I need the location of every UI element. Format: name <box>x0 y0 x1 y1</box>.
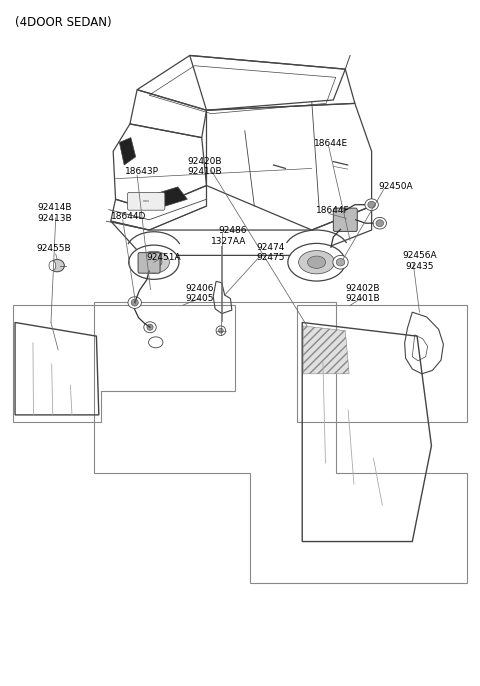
Ellipse shape <box>147 324 153 331</box>
FancyBboxPatch shape <box>333 208 357 231</box>
Text: 18644D: 18644D <box>111 212 146 221</box>
Polygon shape <box>120 138 136 165</box>
Text: 92486: 92486 <box>218 226 247 235</box>
Ellipse shape <box>373 217 386 229</box>
Text: 92455B: 92455B <box>36 244 71 253</box>
Polygon shape <box>149 187 187 208</box>
Ellipse shape <box>138 251 169 273</box>
Text: 92420B
92410B: 92420B 92410B <box>187 156 222 176</box>
Ellipse shape <box>333 255 348 269</box>
Text: 92456A
92435: 92456A 92435 <box>403 251 437 270</box>
Ellipse shape <box>216 326 226 335</box>
Text: 18643P: 18643P <box>125 167 159 176</box>
Text: 18644F: 18644F <box>316 206 349 215</box>
Ellipse shape <box>144 322 156 333</box>
Text: 92450A: 92450A <box>379 182 413 191</box>
Ellipse shape <box>288 244 345 281</box>
Ellipse shape <box>50 259 64 272</box>
Ellipse shape <box>218 329 223 333</box>
Text: eos: eos <box>143 200 150 203</box>
Text: 92402B
92401B: 92402B 92401B <box>345 284 380 303</box>
Ellipse shape <box>368 201 375 208</box>
Text: 92414B
92413B: 92414B 92413B <box>37 203 72 223</box>
Ellipse shape <box>129 245 179 279</box>
Ellipse shape <box>49 261 56 270</box>
FancyBboxPatch shape <box>128 192 165 210</box>
Text: 92406
92405: 92406 92405 <box>185 284 214 303</box>
FancyBboxPatch shape <box>138 252 160 273</box>
Polygon shape <box>303 326 349 374</box>
Ellipse shape <box>146 257 162 268</box>
Ellipse shape <box>308 256 325 268</box>
Text: (4DOOR SEDAN): (4DOOR SEDAN) <box>15 16 112 29</box>
Ellipse shape <box>365 199 378 211</box>
Text: 92474
92475: 92474 92475 <box>257 243 285 262</box>
Ellipse shape <box>299 250 335 274</box>
Ellipse shape <box>376 220 384 226</box>
Text: 1327AA: 1327AA <box>211 237 247 246</box>
Ellipse shape <box>128 297 142 309</box>
Text: 92451A: 92451A <box>147 253 181 262</box>
Ellipse shape <box>131 299 138 306</box>
Ellipse shape <box>149 337 163 348</box>
Text: 18644E: 18644E <box>314 139 348 147</box>
Ellipse shape <box>336 259 345 266</box>
